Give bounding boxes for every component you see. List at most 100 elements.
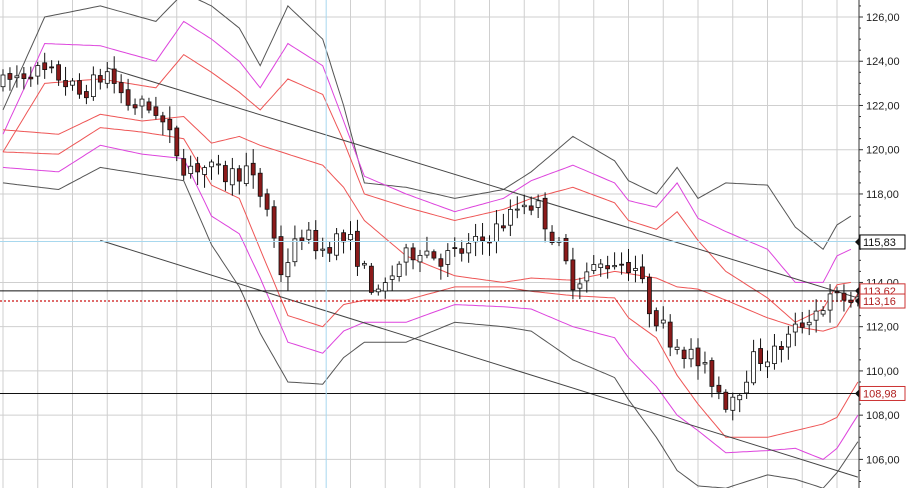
candle-body <box>146 101 152 111</box>
candle <box>257 167 263 208</box>
candle-body <box>306 229 312 240</box>
candle <box>243 152 249 187</box>
candle-body <box>236 168 242 182</box>
axis-tick-label: 108,00 <box>866 410 900 422</box>
candle-body <box>111 68 117 84</box>
candle-body <box>160 115 166 123</box>
candle <box>737 393 743 413</box>
candle-body <box>500 225 506 229</box>
candle <box>535 194 541 219</box>
candle-body <box>653 310 659 327</box>
candle-body <box>431 251 437 259</box>
candle <box>153 96 159 120</box>
candle <box>765 350 770 378</box>
candle <box>640 254 645 284</box>
candle-body <box>681 349 687 360</box>
candle-body <box>132 104 138 109</box>
candle <box>681 346 687 369</box>
candle <box>195 156 201 186</box>
candle-body <box>605 265 610 270</box>
candle-body <box>730 396 736 411</box>
candle-body <box>382 282 388 292</box>
price-marker-arrow <box>855 286 859 295</box>
candle-body <box>820 310 826 315</box>
candle <box>500 213 506 232</box>
candle-body <box>417 254 423 263</box>
candle <box>28 66 34 87</box>
candle-body <box>361 263 367 266</box>
candle-body <box>97 75 103 83</box>
candle-body <box>250 162 256 176</box>
candle-body <box>452 247 458 250</box>
candle-body <box>403 247 409 263</box>
candle-body <box>7 73 13 80</box>
price-marker-label: 113,16 <box>863 296 896 308</box>
band-lower-2 <box>2 144 859 460</box>
candle <box>348 221 353 251</box>
candle <box>70 78 75 91</box>
candle <box>202 165 208 188</box>
band-outer-upper <box>2 0 852 251</box>
candle-body <box>202 167 208 175</box>
candle <box>209 159 214 180</box>
candle <box>42 52 48 79</box>
candle-body <box>667 321 673 348</box>
candle <box>431 249 437 261</box>
candle-body <box>507 208 513 226</box>
candle <box>132 98 138 115</box>
candle-body <box>591 264 597 271</box>
band-outer-lower <box>2 166 859 488</box>
candle-body <box>125 89 131 106</box>
candle <box>0 69 6 92</box>
candle <box>410 243 416 270</box>
price-marker-box <box>859 293 906 309</box>
candle <box>716 376 722 400</box>
candle <box>751 339 756 386</box>
candle-body <box>389 275 395 280</box>
candle-body <box>647 276 652 315</box>
candle-body <box>633 268 638 271</box>
candle <box>744 370 749 399</box>
candle-body <box>459 248 465 254</box>
candle-body <box>473 235 479 243</box>
price-marker-box <box>859 385 906 401</box>
candle-body <box>695 347 701 367</box>
candle <box>584 262 590 293</box>
candle <box>633 255 638 283</box>
candle-body <box>528 205 534 211</box>
candle <box>702 351 708 374</box>
candle-body <box>118 82 124 94</box>
price-marker-label: 115,83 <box>863 237 896 249</box>
candle-body <box>424 250 430 256</box>
candle-body <box>438 258 444 267</box>
candle-body <box>348 233 353 241</box>
candle-body <box>549 231 555 243</box>
candle-body <box>806 321 812 326</box>
candle-body <box>195 163 201 173</box>
candle <box>354 219 360 276</box>
candle <box>827 284 833 323</box>
candle <box>77 73 82 99</box>
candle <box>97 68 103 90</box>
candle-body <box>77 80 82 95</box>
candle-body <box>716 384 722 393</box>
candle <box>181 148 187 181</box>
candle <box>250 149 256 189</box>
candle <box>834 286 840 302</box>
candle-body <box>660 319 666 324</box>
candle-body <box>174 127 180 157</box>
candle-body <box>257 172 263 197</box>
candle-body <box>813 310 819 321</box>
band-lower-1 <box>2 127 859 438</box>
candle <box>7 67 13 91</box>
candle <box>459 240 465 262</box>
candle <box>695 338 701 380</box>
candle <box>278 225 284 283</box>
candle <box>619 252 624 275</box>
candle <box>792 312 798 347</box>
trendline-lower-channel <box>100 239 858 478</box>
candle <box>91 66 96 101</box>
candle <box>306 221 312 244</box>
candle <box>139 95 145 119</box>
